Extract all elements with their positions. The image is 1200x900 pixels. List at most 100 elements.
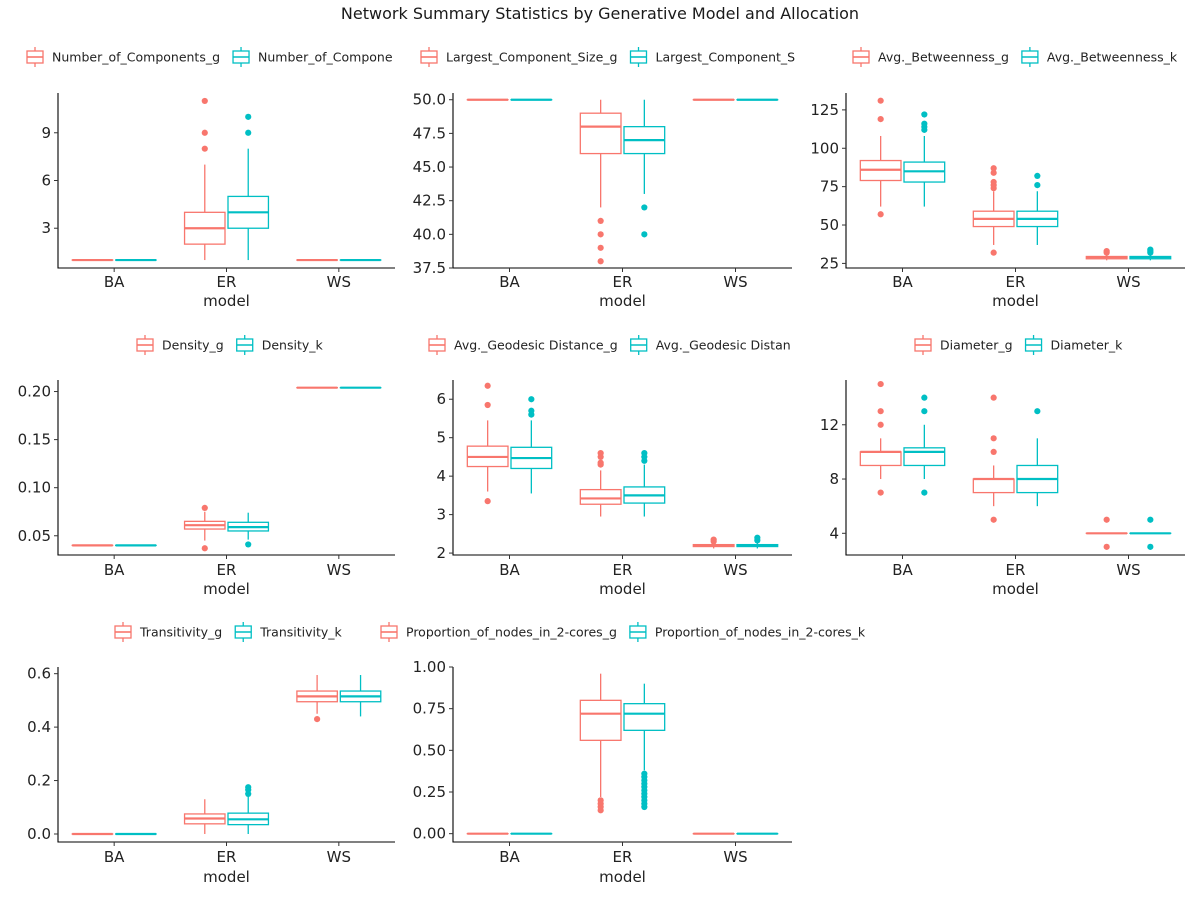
box-WS-g bbox=[1085, 248, 1128, 261]
x-tick-label: ER bbox=[1006, 561, 1026, 579]
outlier-point bbox=[641, 770, 648, 777]
box-ER-g bbox=[183, 97, 226, 261]
outlier-point bbox=[921, 120, 928, 127]
x-axis-label: model bbox=[599, 868, 646, 886]
y-tick-label: 9 bbox=[41, 124, 51, 142]
legend-item-k: Proportion_of_nodes_in_2-cores_k bbox=[629, 622, 866, 642]
legend-label-k: Transitivity_k bbox=[259, 625, 342, 640]
x-tick-label: ER bbox=[1006, 273, 1026, 291]
outlier-point bbox=[314, 715, 321, 723]
box-body bbox=[903, 447, 946, 467]
y-tick-label: 0.4 bbox=[27, 718, 51, 736]
series-k bbox=[115, 675, 382, 836]
outlier-point bbox=[921, 408, 928, 415]
outlier-point bbox=[877, 408, 884, 415]
y-tick-label: 2 bbox=[436, 544, 446, 562]
series-g bbox=[859, 380, 1128, 550]
legend-item-k: Avg._Geodesic Distan bbox=[630, 335, 791, 355]
outlier-point bbox=[877, 97, 884, 104]
x-tick-label: WS bbox=[723, 273, 747, 291]
y-tick-label: 0.0 bbox=[27, 825, 51, 843]
y-tick-label: 42.5 bbox=[413, 192, 446, 210]
x-axis-label: model bbox=[203, 580, 250, 598]
box-ER-k bbox=[227, 113, 270, 261]
outlier-point bbox=[597, 217, 604, 224]
x-tick-label: BA bbox=[104, 848, 125, 866]
outlier-point bbox=[1034, 408, 1041, 415]
box-ER-g bbox=[183, 799, 226, 834]
legend-label-g: Avg._Geodesic Distance_g bbox=[454, 338, 618, 353]
outlier-point bbox=[1034, 172, 1041, 179]
y-tick-label: 50.0 bbox=[413, 91, 446, 109]
x-axis-label: model bbox=[992, 292, 1039, 310]
outlier-point bbox=[484, 382, 491, 389]
outlier-point bbox=[990, 178, 997, 186]
outlier-point bbox=[1147, 246, 1154, 253]
y-tick-label: 4 bbox=[829, 524, 839, 542]
x-tick-label: ER bbox=[613, 273, 633, 291]
legend-label-k: Avg._Betweenness_k bbox=[1047, 50, 1178, 65]
outlier-point bbox=[1147, 516, 1154, 523]
x-axis-label: model bbox=[203, 868, 250, 886]
box-ER-k bbox=[227, 512, 270, 548]
series-g bbox=[71, 675, 338, 836]
x-tick-label: ER bbox=[613, 561, 633, 579]
legend-item-k: Transitivity_k bbox=[234, 622, 343, 642]
box-ER-k bbox=[623, 449, 666, 517]
y-tick-label: 45.0 bbox=[413, 158, 446, 176]
legend-label-k: Avg._Geodesic Distan bbox=[656, 338, 791, 353]
box-ER-k bbox=[623, 99, 666, 238]
y-tick-label: 0.15 bbox=[18, 431, 51, 449]
x-tick-label: BA bbox=[499, 848, 520, 866]
x-tick-label: WS bbox=[327, 273, 351, 291]
outlier-point bbox=[877, 211, 884, 218]
legend-label-g: Avg._Betweenness_g bbox=[878, 50, 1009, 65]
y-tick-label: 0.6 bbox=[27, 665, 51, 683]
y-tick-label: 0.20 bbox=[18, 383, 51, 401]
outlier-point bbox=[877, 115, 884, 123]
series-g bbox=[71, 386, 338, 552]
outlier-point bbox=[484, 401, 491, 409]
box-ER-k bbox=[227, 784, 270, 834]
outlier-point bbox=[1034, 182, 1041, 189]
box-WS-k bbox=[1129, 516, 1172, 550]
y-tick-label: 0.05 bbox=[18, 527, 51, 545]
series-k bbox=[115, 386, 382, 548]
x-tick-label: ER bbox=[217, 561, 237, 579]
panel-4: Density_g Density_k 0.05 0.10 0.15 0.20 BA ER WS… bbox=[18, 335, 395, 598]
box-BA-k bbox=[510, 396, 553, 494]
series-k bbox=[510, 98, 779, 238]
outlier-point bbox=[528, 396, 535, 403]
y-tick-label: 0.50 bbox=[413, 741, 446, 759]
outlier-point bbox=[245, 113, 252, 120]
x-axis-label: model bbox=[599, 292, 646, 310]
series-k bbox=[510, 396, 779, 549]
legend-item-k: Avg._Betweenness_k bbox=[1021, 47, 1178, 67]
y-tick-label: 25 bbox=[820, 254, 839, 272]
legend-label-k: Number_of_Compone bbox=[258, 50, 393, 65]
outlier-point bbox=[921, 489, 928, 496]
outlier-point bbox=[1103, 516, 1110, 523]
outlier-point bbox=[245, 129, 252, 136]
y-tick-label: 100 bbox=[810, 139, 839, 157]
y-tick-label: 37.5 bbox=[413, 259, 446, 277]
outlier-point bbox=[245, 541, 252, 548]
y-tick-label: 6 bbox=[41, 172, 51, 190]
y-tick-label: 3 bbox=[41, 219, 51, 237]
outlier-point bbox=[1103, 543, 1110, 550]
y-tick-label: 0.25 bbox=[413, 783, 446, 801]
series-g bbox=[466, 382, 735, 549]
x-tick-label: WS bbox=[723, 561, 747, 579]
series-g bbox=[859, 97, 1128, 261]
box-ER-k bbox=[623, 683, 666, 811]
series-k bbox=[903, 111, 1172, 261]
outlier-point bbox=[201, 145, 208, 152]
y-tick-label: 50 bbox=[820, 216, 839, 234]
outlier-point bbox=[990, 165, 997, 172]
box-ER-k bbox=[1016, 172, 1059, 245]
outlier-point bbox=[641, 231, 648, 238]
y-tick-label: 0.2 bbox=[27, 772, 51, 790]
x-tick-label: BA bbox=[892, 561, 913, 579]
y-tick-label: 3 bbox=[436, 506, 446, 524]
